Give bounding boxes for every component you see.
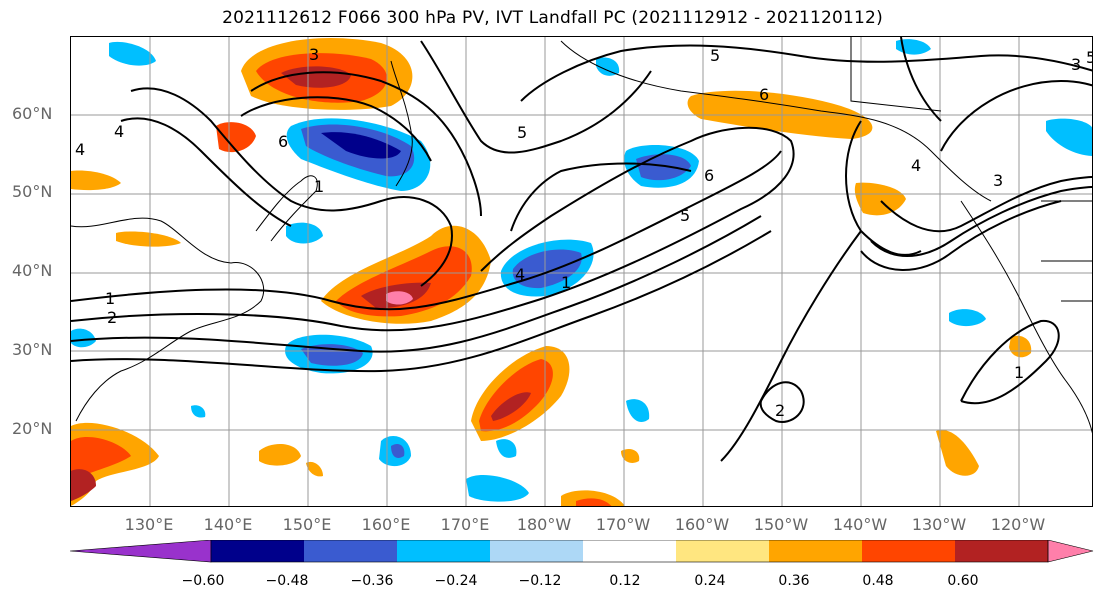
- lat-label-40n: 40°N: [12, 261, 53, 280]
- contour-labels: 3 6 4 1 5 5 6 5 6 3 1 2 2 1 1 4 4 4 3 5: [75, 45, 1093, 420]
- colorbar-tick: −0.60: [181, 573, 225, 589]
- contour-label: 4: [75, 140, 85, 159]
- contour-label: 3: [1071, 55, 1081, 74]
- colorbar-swatch: [769, 540, 863, 562]
- lon-label-180w: 180°W: [516, 515, 572, 534]
- colorbar-tick: −0.12: [518, 573, 562, 589]
- contour-label: 4: [114, 122, 124, 141]
- contour-label: 3: [993, 171, 1003, 190]
- contour-label: 1: [561, 273, 571, 292]
- lon-label-170e: 170°E: [440, 515, 490, 534]
- contour-label: 5: [710, 46, 720, 65]
- contour-label: 3: [309, 45, 319, 64]
- colorbar-tick: 0.12: [609, 573, 641, 589]
- colorbar-tick: −0.36: [350, 573, 394, 589]
- colorbar-extend-high: [1047, 540, 1094, 563]
- contour-label: 4: [515, 265, 525, 284]
- coastlines: [71, 37, 1092, 434]
- colorbar-tick: −0.24: [434, 573, 478, 589]
- lat-label-30n: 30°N: [12, 340, 53, 359]
- colorbar-tick: 0.36: [778, 573, 810, 589]
- colorbar-outline: [210, 540, 1049, 563]
- colorbar-swatch: [862, 540, 956, 562]
- colorbar-swatches: [69, 540, 1094, 563]
- lon-label-160w: 160°W: [674, 515, 730, 534]
- colorbar: [69, 540, 1094, 563]
- lon-label-150e: 150°E: [282, 515, 332, 534]
- colorbar-swatch: [490, 540, 584, 562]
- colorbar-swatch: [211, 540, 305, 562]
- map-title: 2021112612 F066 300 hPa PV, IVT Landfall…: [222, 8, 883, 28]
- colorbar-swatch: [955, 540, 1049, 562]
- colorbar-swatch: [304, 540, 398, 562]
- lon-label-160e: 160°E: [361, 515, 411, 534]
- colorbar-tick: 0.24: [694, 573, 726, 589]
- contour-label: 2: [107, 308, 117, 327]
- colorbar-tick: −0.48: [265, 573, 309, 589]
- colorbar-tick: 0.60: [947, 573, 979, 589]
- contour-label: 1: [1014, 363, 1024, 382]
- contour-label: 1: [314, 177, 324, 196]
- contour-label: 6: [704, 166, 714, 185]
- lat-label-60n: 60°N: [12, 104, 53, 123]
- contour-label: 4: [911, 156, 921, 175]
- contour-label: 6: [759, 85, 769, 104]
- lon-label-140w: 140°W: [832, 515, 888, 534]
- lat-label-50n: 50°N: [12, 182, 53, 201]
- lon-label-150w: 150°W: [753, 515, 809, 534]
- lon-label-120w: 120°W: [990, 515, 1046, 534]
- contour-label: 2: [775, 401, 785, 420]
- colorbar-swatch: [583, 540, 677, 562]
- graticule: [71, 37, 1092, 506]
- map-panel: 3 6 4 1 5 5 6 5 6 3 1 2 2 1 1 4 4 4 3 5: [70, 36, 1093, 507]
- lat-label-20n: 20°N: [12, 419, 53, 438]
- colorbar-swatch: [397, 540, 491, 562]
- lon-label-140e: 140°E: [203, 515, 253, 534]
- contour-label: 5: [1086, 48, 1093, 67]
- colorbar-extend-low: [69, 540, 212, 563]
- lon-label-170w: 170°W: [595, 515, 651, 534]
- colorbar-swatch: [676, 540, 770, 562]
- map-canvas: 3 6 4 1 5 5 6 5 6 3 1 2 2 1 1 4 4 4 3 5: [71, 37, 1093, 506]
- colorbar-tick: 0.48: [862, 573, 894, 589]
- contour-label: 1: [105, 289, 115, 308]
- lon-label-130e: 130°E: [124, 515, 174, 534]
- ivt-contours: [71, 37, 1092, 462]
- contour-label: 5: [517, 123, 527, 142]
- contour-label: 5: [680, 206, 690, 225]
- contour-label: 6: [278, 132, 288, 151]
- lon-label-130w: 130°W: [911, 515, 967, 534]
